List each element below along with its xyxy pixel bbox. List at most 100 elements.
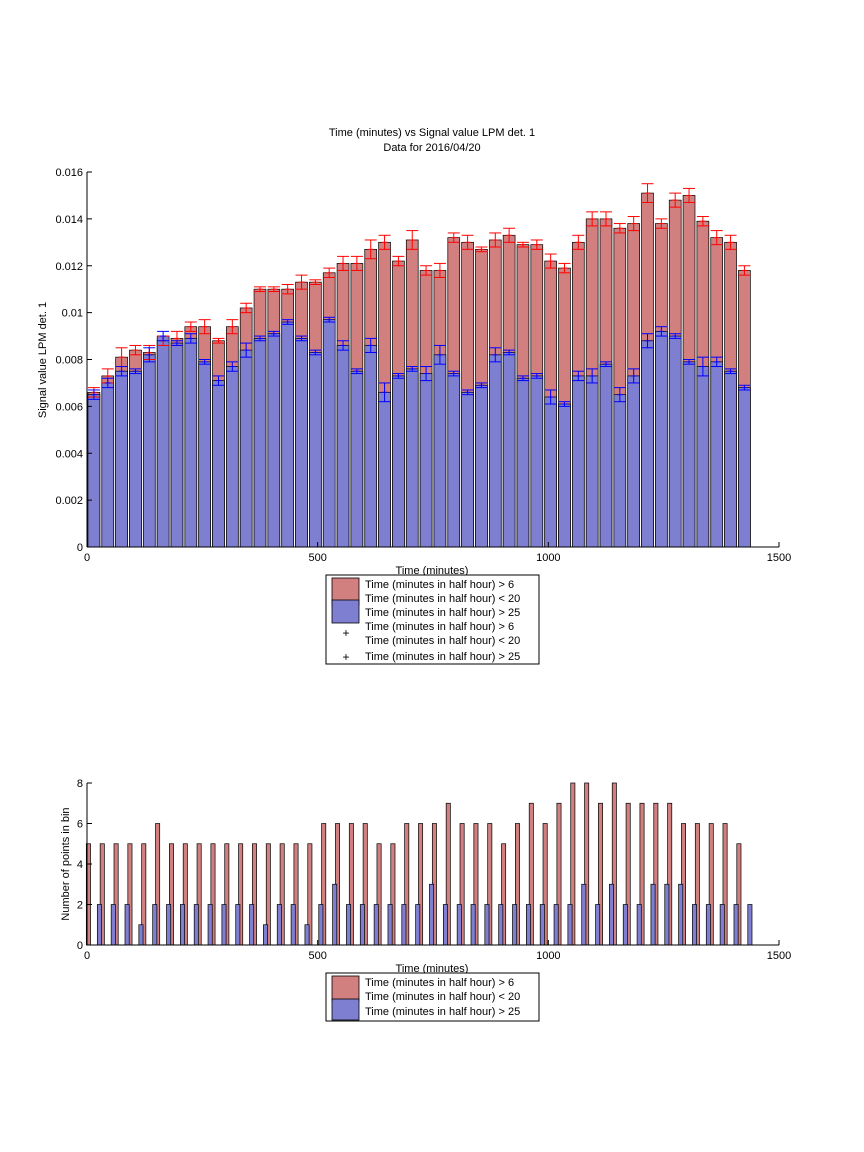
blue-count-bar xyxy=(249,904,255,946)
red-errorbar xyxy=(489,232,502,248)
x-tick-label: 1000 xyxy=(536,552,560,564)
chart-title: Time (minutes) vs Signal value LPM det. … xyxy=(329,127,535,139)
bottom-x-ticks: 0 500 1000 1500 xyxy=(84,940,791,962)
red-errorbar xyxy=(738,265,751,276)
blue-errorbar xyxy=(516,375,529,382)
blue-bar xyxy=(115,370,128,548)
blue-count-bar xyxy=(304,924,310,946)
blue-errorbar xyxy=(295,335,308,342)
blue-series-bars xyxy=(87,319,751,548)
red-errorbar xyxy=(295,274,308,290)
blue-count-bar xyxy=(429,883,435,946)
blue-count-bar xyxy=(484,904,490,946)
y-tick-label: 0.008 xyxy=(55,355,83,367)
red-errorbar xyxy=(364,239,377,260)
blue-count-bar xyxy=(346,904,351,946)
blue-errorbar xyxy=(392,373,405,379)
blue-errorbar xyxy=(101,377,114,389)
blue-bar xyxy=(295,338,308,548)
blue-count-bar xyxy=(456,904,462,946)
blue-bar xyxy=(668,335,682,548)
blue-bar xyxy=(530,375,544,548)
blue-bar xyxy=(378,391,391,548)
blue-bar xyxy=(447,373,461,548)
blue-bar xyxy=(572,375,585,548)
blue-count-bar xyxy=(318,904,324,946)
blue-count-bar xyxy=(719,904,725,946)
blue-count-bar xyxy=(595,904,601,946)
blue-count-bar xyxy=(650,883,656,946)
blue-bar xyxy=(364,345,378,548)
red-errorbar xyxy=(447,232,460,243)
blue-bar xyxy=(198,361,211,548)
blue-count-bar xyxy=(526,904,531,946)
blue-bar xyxy=(433,354,447,548)
blue-errorbar xyxy=(281,319,294,325)
red-errorbar xyxy=(683,187,696,203)
blue-count-bar xyxy=(193,904,199,946)
blue-bar xyxy=(488,354,502,548)
blue-count-bar xyxy=(622,904,628,946)
blue-count-bar xyxy=(442,904,448,946)
blue-errorbar xyxy=(240,342,253,358)
red-errorbar xyxy=(461,234,474,250)
blue-errorbar xyxy=(503,349,516,356)
blue-bar xyxy=(516,377,530,548)
blue-count-bar xyxy=(276,904,282,946)
blue-bar xyxy=(170,342,184,548)
blue-errorbar xyxy=(627,368,640,384)
blue-count-bar xyxy=(678,883,684,946)
blue-errorbar xyxy=(170,340,183,346)
blue-count-bar xyxy=(567,904,573,946)
blue-bar xyxy=(142,354,156,548)
blue-count-bar xyxy=(207,904,213,946)
top-axes: 0 500 1000 1500 0 0.002 0.004 0.006 0.008 0.01 0.… xyxy=(55,167,791,564)
legend-label-red-marker-line2: Time (minutes in half hour) < 20 xyxy=(365,635,520,647)
top-x-axis-label: Time (minutes) xyxy=(396,565,469,577)
blue-bar xyxy=(184,338,198,548)
blue-bar xyxy=(156,335,170,548)
blue-bar xyxy=(336,345,350,548)
blue-count-bar xyxy=(553,904,559,946)
red-errorbar xyxy=(226,319,239,335)
blue-bar xyxy=(239,349,253,548)
blue-count-bar xyxy=(692,904,697,946)
top-x-ticks: 0 500 1000 1500 xyxy=(84,542,791,564)
blue-count-bar xyxy=(332,883,338,946)
red-errorbar xyxy=(240,302,253,314)
blue-count-bar xyxy=(636,904,642,946)
legend-label-blue-bar: Time (minutes in half hour) > 25 xyxy=(365,607,520,619)
legend-label-red-bar-line1: Time (minutes in half hour) > 6 xyxy=(365,579,514,591)
blue-bar xyxy=(101,382,115,548)
blue-bar xyxy=(655,331,668,548)
red-count-bars xyxy=(85,782,742,946)
blue-errorbar xyxy=(212,375,225,386)
blue-errorbar xyxy=(710,356,723,368)
red-errorbar xyxy=(433,262,446,278)
red-errorbar xyxy=(655,218,668,229)
blue-bar xyxy=(212,380,225,548)
red-errorbar xyxy=(337,255,350,271)
blue-bar xyxy=(350,370,364,548)
blue-count-bar xyxy=(124,904,130,946)
legend-blue-plus-icon: + xyxy=(342,650,349,664)
blue-errorbar xyxy=(406,366,419,372)
blue-errorbar xyxy=(696,356,709,377)
red-series-errorbars xyxy=(87,183,751,398)
blue-count-bar xyxy=(609,883,614,946)
blue-errorbar xyxy=(143,347,156,363)
red-errorbar xyxy=(710,230,723,246)
blue-count-bar xyxy=(498,904,504,946)
blue-count-bar xyxy=(387,904,393,946)
bottom-legend: Time (minutes in half hour) > 6 Time (mi… xyxy=(325,972,540,1022)
blue-bar xyxy=(641,340,654,548)
blue-count-bar xyxy=(373,904,379,946)
red-errorbar xyxy=(184,321,197,332)
blue-bar xyxy=(585,375,599,548)
blue-errorbar xyxy=(558,401,571,407)
legend-label-red-bar-line2: Time (minutes in half hour) < 20 xyxy=(365,593,520,605)
red-errorbar xyxy=(129,344,142,356)
blue-errorbar xyxy=(641,333,654,349)
blue-bar xyxy=(710,361,724,548)
